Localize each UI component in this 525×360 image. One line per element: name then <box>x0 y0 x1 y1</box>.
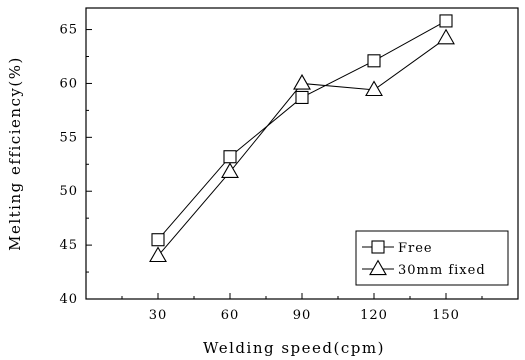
square-marker-90 <box>295 90 309 105</box>
series-line-30mm-fixed <box>157 37 447 257</box>
y-tick-label-40: 40 <box>59 292 78 307</box>
y-tick-label-60: 60 <box>59 76 78 91</box>
legend-marker-square <box>371 240 385 254</box>
x-tick-label-150: 150 <box>432 308 460 323</box>
legend-marker-triangle <box>369 259 387 276</box>
square-marker-30 <box>151 233 165 247</box>
legend-label-free: Free <box>398 241 433 256</box>
y-tick-label-45: 45 <box>59 238 78 253</box>
y-tick-label-55: 55 <box>59 130 78 145</box>
legend-box <box>355 230 509 286</box>
axis-ticks: 40 45 50 55 60 65 30 60 90 120 150 <box>59 23 483 323</box>
y-tick-label-65: 65 <box>59 23 78 38</box>
series-free <box>151 14 453 247</box>
triangle-marker-30 <box>149 246 167 263</box>
series-30mm-fixed <box>149 28 455 263</box>
legend-label-30mm-fixed: 30mm fixed <box>398 263 486 278</box>
legend: Free 30mm fixed <box>355 230 509 286</box>
x-tick-label-120: 120 <box>360 308 388 323</box>
x-tick-label-30: 30 <box>149 308 168 323</box>
y-axis-title: Melting efficiency(%) <box>6 56 24 251</box>
series-line-free <box>157 20 447 241</box>
triangle-marker-60 <box>221 162 239 178</box>
square-marker-60 <box>223 150 237 164</box>
x-tick-label-60: 60 <box>221 308 240 323</box>
square-marker-150 <box>439 14 453 28</box>
triangle-marker-120 <box>365 80 383 97</box>
square-marker-120 <box>367 54 381 68</box>
triangle-marker-150 <box>437 28 455 45</box>
triangle-marker-90 <box>293 73 311 90</box>
series-group <box>149 14 455 263</box>
y-tick-label-50: 50 <box>59 184 78 199</box>
x-tick-label-90: 90 <box>293 308 312 323</box>
x-axis-title: Welding speed(cpm) <box>203 339 385 357</box>
